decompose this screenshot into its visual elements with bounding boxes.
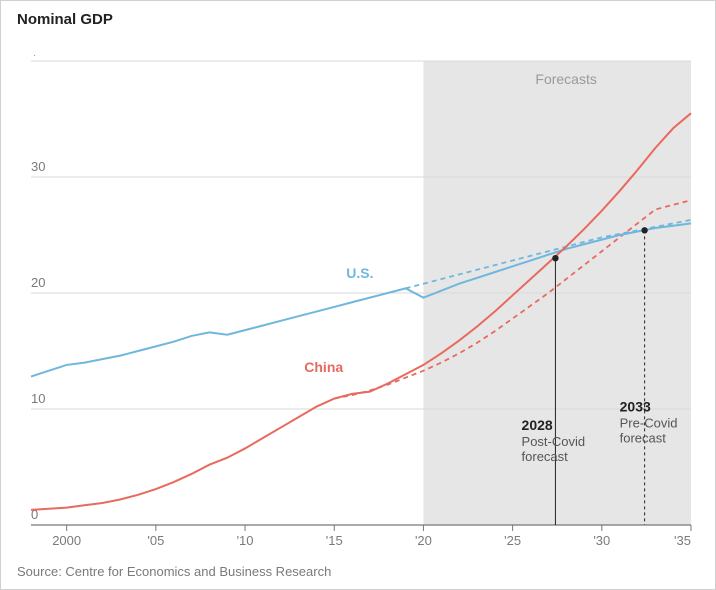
chart-svg: 0102030$40 trillion2000'05'10'15'20'25'3… [17, 55, 701, 551]
series-label-china: China [304, 359, 343, 375]
forecast-label: Forecasts [535, 71, 596, 87]
annotation-sub: Post-Covid [522, 434, 586, 449]
series-label-us: U.S. [346, 265, 373, 281]
annotation-year: 2028 [522, 417, 553, 433]
chart-area: 0102030$40 trillion2000'05'10'15'20'25'3… [17, 55, 699, 549]
annotation-sub: forecast [522, 449, 569, 464]
annotation-year: 2033 [620, 398, 651, 414]
chart-title: Nominal GDP [17, 11, 113, 28]
y-axis-label: 20 [31, 275, 45, 290]
x-axis-label: 2000 [52, 533, 81, 548]
x-axis-label: '20 [415, 533, 432, 548]
x-axis-label: '25 [504, 533, 521, 548]
y-axis-label: 30 [31, 159, 45, 174]
x-axis-label: '10 [237, 533, 254, 548]
gdp-chart-card: Nominal GDP 0102030$40 trillion2000'05'1… [0, 0, 716, 590]
annotation-dot [552, 255, 558, 261]
x-axis-label: '30 [593, 533, 610, 548]
x-axis-label: '35 [674, 533, 691, 548]
annotation-dot [641, 227, 647, 233]
annotation-sub: forecast [620, 430, 667, 445]
x-axis-label: '15 [326, 533, 343, 548]
y-axis-label: 10 [31, 391, 45, 406]
annotation-sub: Pre-Covid [620, 415, 678, 430]
y-axis-label: $40 trillion [31, 55, 90, 58]
chart-source: Source: Centre for Economics and Busines… [17, 564, 331, 579]
x-axis-label: '05 [147, 533, 164, 548]
